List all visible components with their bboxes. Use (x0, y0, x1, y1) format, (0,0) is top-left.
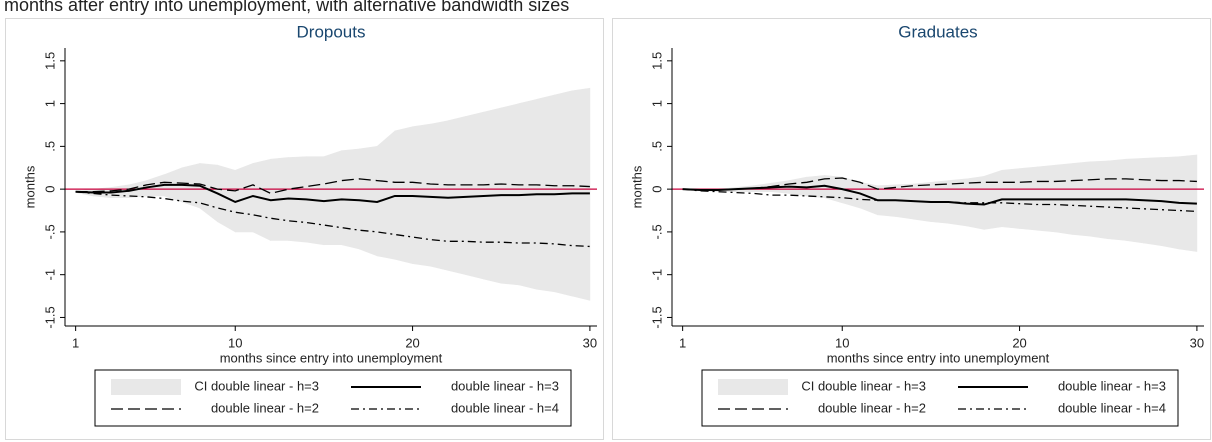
panel-frame (612, 18, 1211, 440)
panel-frame (5, 18, 604, 440)
ci-band (323, 150, 342, 246)
y-tick-label: -.5 (42, 224, 57, 239)
x-tick-label: 1 (679, 335, 686, 350)
legend-label: double linear - h=2 (818, 400, 926, 415)
y-tick-label: 1.5 (649, 52, 664, 70)
y-tick-label: -.5 (649, 224, 664, 239)
y-axis-label: months (22, 165, 37, 208)
series-line (682, 188, 1197, 213)
series-line (75, 191, 590, 248)
x-tick-label: 30 (583, 335, 597, 350)
x-tick-label: 20 (1012, 335, 1026, 350)
y-tick-label: -1 (42, 269, 57, 281)
x-tick-label: 30 (1190, 335, 1204, 350)
legend-label: double linear - h=4 (451, 400, 559, 415)
x-axis-label: months since entry into unemployment (220, 350, 443, 365)
y-tick-label: 0 (649, 186, 664, 193)
legend-label: double linear - h=3 (1058, 378, 1166, 393)
ci-band (447, 116, 467, 276)
legend-label: CI double linear - h=3 (194, 378, 319, 393)
y-tick-label: -1.5 (42, 306, 57, 328)
series-line (682, 177, 1197, 191)
legend-label: double linear - h=2 (211, 400, 319, 415)
y-axis-label: months (629, 165, 644, 208)
legend-label: double linear - h=4 (1058, 400, 1166, 415)
y-tick-label: 1.5 (42, 52, 57, 70)
x-tick-label: 20 (405, 335, 419, 350)
figure-title: months after entry into unemployment, wi… (4, 0, 569, 15)
y-tick-label: -1.5 (649, 306, 664, 328)
y-tick-label: 1 (42, 100, 57, 107)
x-tick-label: 10 (835, 335, 849, 350)
legend-swatch (718, 379, 788, 395)
y-tick-label: .5 (649, 141, 664, 152)
ci-band (376, 130, 396, 260)
legend-label: CI double linear - h=3 (801, 378, 926, 393)
series-line (75, 183, 590, 204)
y-tick-label: 1 (649, 100, 664, 107)
y-tick-label: 0 (42, 186, 57, 193)
x-tick-label: 10 (228, 335, 242, 350)
ci-band (430, 120, 449, 271)
legend-swatch (111, 379, 181, 395)
series-line (75, 178, 590, 195)
y-tick-label: .5 (42, 141, 57, 152)
legend-label: double linear - h=3 (451, 378, 559, 393)
x-tick-label: 1 (72, 335, 79, 350)
panel-title: Graduates (898, 22, 977, 41)
x-axis-label: months since entry into unemployment (827, 350, 1050, 365)
y-tick-label: -1 (649, 269, 664, 281)
panel-title: Dropouts (297, 22, 366, 41)
